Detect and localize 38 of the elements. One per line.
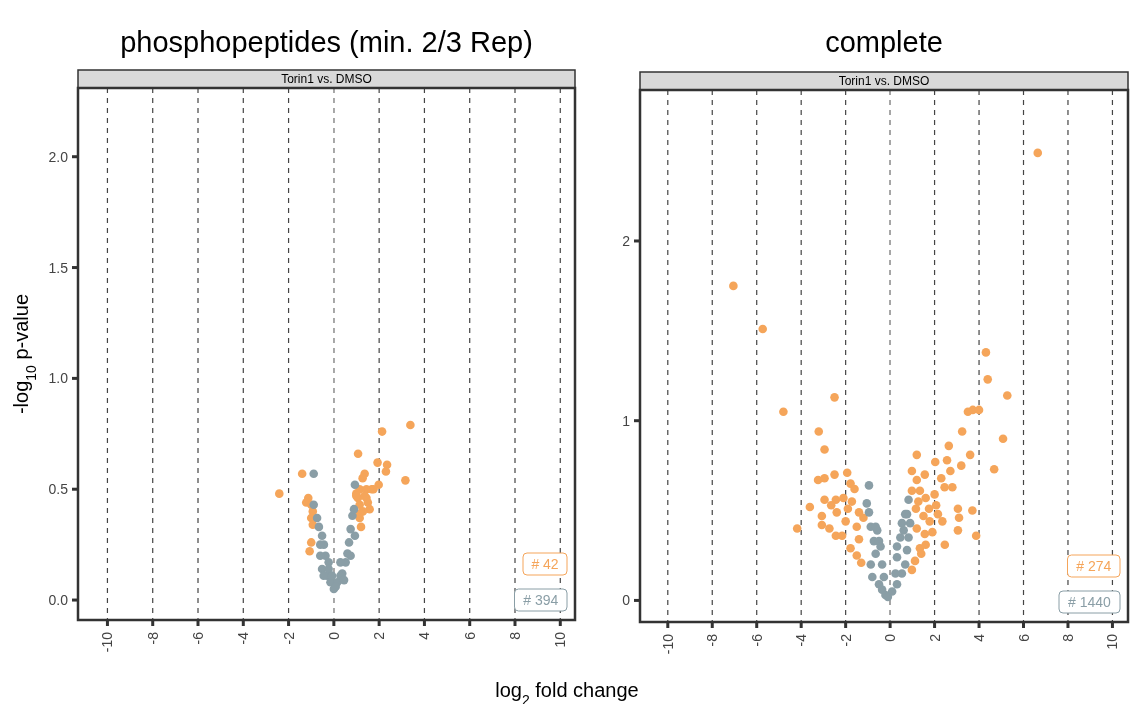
y-tick-label: 1.5: [48, 259, 69, 276]
x-tick-label: -2: [280, 631, 297, 645]
x-tick-label: -2: [837, 633, 854, 647]
x-tick-label: 10: [1104, 633, 1121, 650]
y-tick-label: 1: [622, 412, 631, 429]
x-tick-label: -6: [748, 633, 765, 647]
x-tick-label: 8: [1059, 633, 1076, 642]
chart-title: complete: [825, 26, 943, 58]
y-tick-label: 1.0: [48, 370, 69, 387]
y-tick-label: 2.0: [48, 148, 69, 165]
y-tick-label: 0.0: [48, 592, 69, 609]
x-tick-label: 6: [461, 631, 478, 640]
chart-title: phosphopeptides (min. 2/3 Rep): [120, 26, 533, 58]
x-tick-label: -10: [659, 633, 676, 655]
x-tick-label: -8: [144, 631, 161, 645]
x-tick-label: -6: [190, 631, 206, 645]
chart-subtitle: Torin1 vs. DMSO: [281, 72, 372, 86]
x-tick-label: 4: [416, 631, 433, 640]
x-tick-label: 0: [882, 633, 899, 642]
x-tick-label: 10: [552, 631, 569, 648]
x-tick-label: 6: [1015, 633, 1032, 642]
annotation: # 274: [1076, 558, 1112, 574]
chart-subtitle: Torin1 vs. DMSO: [838, 74, 930, 88]
x-tick-label: 0: [325, 631, 342, 640]
x-tick-label: 4: [971, 633, 988, 642]
annotation: # 42: [531, 556, 559, 572]
x-tick-label: -10: [99, 631, 116, 653]
x-tick-label: 2: [371, 631, 388, 640]
annotation: # 1440: [1068, 594, 1112, 610]
x-tick-label: 8: [507, 631, 523, 640]
x-tick-label: -8: [704, 633, 721, 647]
annotation: # 394: [523, 592, 559, 608]
y-tick-label: 2: [622, 232, 631, 249]
y-tick-label: 0: [622, 592, 631, 609]
x-tick-label: -4: [235, 631, 252, 645]
y-tick-label: 0.5: [48, 481, 69, 498]
x-tick-label: 2: [926, 633, 943, 642]
x-tick-label: -4: [793, 633, 810, 647]
